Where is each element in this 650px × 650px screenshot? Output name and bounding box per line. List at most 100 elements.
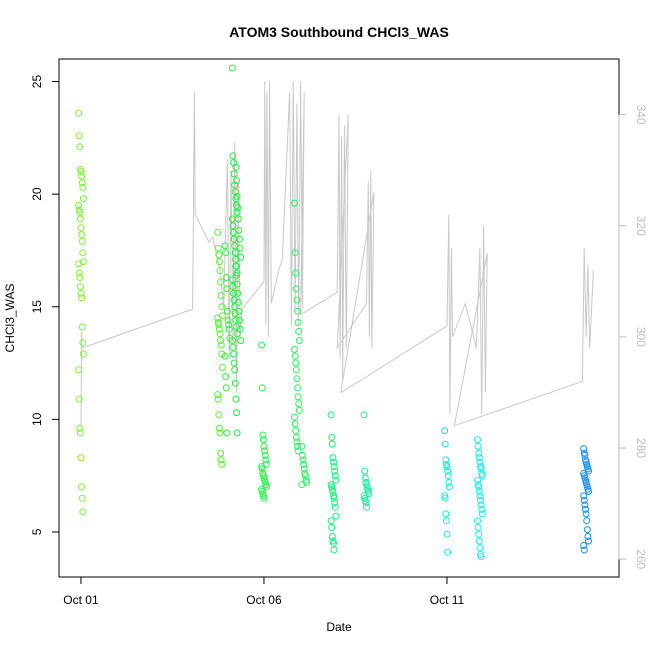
- data-point: [291, 352, 299, 360]
- data-point: [294, 307, 301, 315]
- y2-tick-label: 260: [634, 549, 648, 569]
- data-point: [77, 454, 85, 462]
- data-point: [292, 285, 300, 293]
- data-point: [474, 524, 482, 531]
- data-point: [225, 325, 233, 333]
- data-point: [79, 339, 87, 347]
- data-point: [331, 503, 339, 511]
- data-point: [76, 215, 84, 223]
- data-point: [79, 350, 87, 358]
- data-point: [292, 427, 300, 435]
- data-point: [300, 465, 308, 473]
- data-point: [330, 494, 338, 502]
- data-point: [330, 546, 338, 554]
- data-point: [294, 447, 302, 455]
- data-point: [216, 429, 224, 437]
- data-point: [216, 267, 224, 275]
- data-point: [230, 235, 238, 243]
- data-point: [445, 478, 453, 486]
- data-point: [476, 458, 484, 466]
- data-point: [234, 215, 242, 223]
- data-point: [442, 517, 450, 525]
- data-point: [231, 379, 239, 387]
- y-axis-label: CHCl3_WAS: [3, 284, 17, 353]
- data-point: [330, 463, 338, 471]
- y-tick-label: 10: [30, 412, 44, 426]
- data-point: [298, 442, 306, 450]
- data-point: [585, 487, 592, 495]
- data-point: [259, 431, 267, 439]
- data-point: [582, 510, 590, 518]
- data-point: [443, 463, 451, 471]
- data-point: [260, 442, 268, 450]
- data-point: [78, 237, 86, 245]
- data-point: [328, 433, 336, 441]
- data-point: [234, 298, 242, 306]
- data-point: [215, 325, 223, 333]
- data-point: [441, 494, 449, 502]
- data-point: [332, 512, 340, 520]
- data-point: [477, 501, 485, 509]
- data-point: [230, 350, 237, 358]
- data-point: [583, 517, 591, 525]
- data-point: [218, 364, 226, 371]
- data-point: [474, 476, 481, 484]
- data-point: [228, 276, 236, 284]
- data-point: [78, 179, 86, 187]
- data-point: [328, 524, 336, 531]
- data-point: [228, 337, 236, 344]
- x-tick-label: Oct 01: [63, 593, 99, 607]
- data-point: [580, 546, 588, 554]
- data-point: [76, 208, 84, 216]
- data-point: [475, 454, 483, 462]
- data-point: [232, 163, 240, 171]
- data-point: [229, 283, 237, 290]
- data-point: [258, 384, 266, 392]
- data-point: [293, 375, 301, 383]
- data-point: [232, 316, 240, 324]
- y2-tick-label: 320: [634, 216, 648, 236]
- data-point: [231, 310, 239, 317]
- data-point: [363, 503, 370, 511]
- data-point: [442, 456, 450, 464]
- data-point: [77, 224, 85, 232]
- data-point: [475, 530, 483, 538]
- data-point: [237, 337, 245, 344]
- data-point: [233, 271, 240, 279]
- data-point: [584, 533, 592, 540]
- data-point: [298, 451, 306, 459]
- data-point: [474, 442, 482, 450]
- data-point: [260, 494, 268, 502]
- data-point: [215, 321, 223, 329]
- data-point: [293, 296, 301, 304]
- data-point: [291, 346, 298, 353]
- data-point: [330, 458, 337, 466]
- data-point: [216, 330, 224, 338]
- data-point: [215, 251, 223, 259]
- data-point: [331, 499, 339, 507]
- x-tick-label: Oct 11: [430, 593, 465, 607]
- data-point: [444, 467, 452, 475]
- data-point: [292, 366, 300, 374]
- data-point: [76, 143, 84, 151]
- data-point: [224, 316, 232, 324]
- data-point: [581, 501, 589, 509]
- data-point: [477, 465, 485, 473]
- data-point: [475, 449, 483, 457]
- data-point: [218, 303, 226, 311]
- data-point: [76, 283, 84, 290]
- data-point: [233, 280, 241, 288]
- data-point: [262, 456, 270, 464]
- data-point: [221, 242, 229, 250]
- x-axis-label: Date: [326, 620, 352, 634]
- data-point: [233, 208, 241, 216]
- data-point: [231, 303, 239, 311]
- data-point: [441, 427, 449, 435]
- data-point: [236, 244, 244, 252]
- data-point: [223, 429, 231, 437]
- y2-tick-label: 300: [634, 327, 648, 347]
- data-point: [222, 384, 230, 392]
- data-point: [215, 424, 223, 432]
- data-point: [222, 249, 230, 257]
